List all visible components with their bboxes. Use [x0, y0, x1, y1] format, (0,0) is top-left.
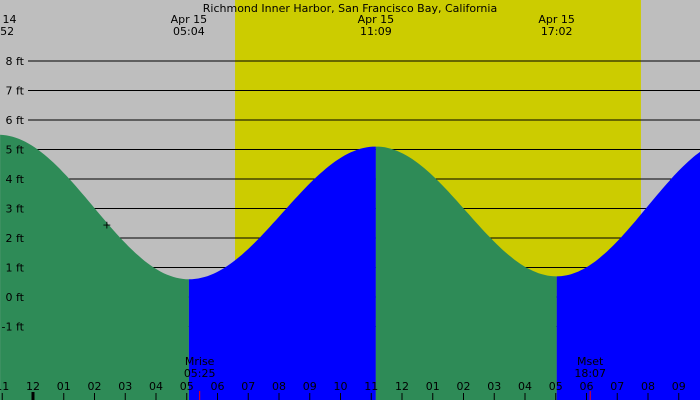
extreme-time: 11:09	[360, 25, 392, 38]
hour-tick-label: 08	[641, 380, 655, 393]
y-tick-label: 1 ft	[6, 262, 25, 275]
extreme-time: 17:02	[541, 25, 573, 38]
hour-tick-label: 05	[549, 380, 563, 393]
moon-event-time: 18:07	[574, 367, 606, 380]
hour-tick-label: 07	[241, 380, 255, 393]
y-tick-label: 2 ft	[6, 232, 25, 245]
hour-tick-label: 02	[88, 380, 102, 393]
hour-tick-label: 09	[303, 380, 317, 393]
hour-tick-label: 04	[518, 380, 532, 393]
y-tick-label: 5 ft	[6, 144, 25, 157]
hour-tick-label: 03	[118, 380, 132, 393]
extreme-date: Apr 14	[0, 13, 17, 26]
hour-tick-label: 12	[26, 380, 40, 393]
y-tick-label: 3 ft	[6, 203, 25, 216]
falling-tide-area	[0, 134, 189, 400]
extreme-date: Apr 15	[538, 13, 575, 26]
hour-tick-label: 09	[672, 380, 686, 393]
hour-tick-label: 06	[580, 380, 594, 393]
hour-tick-label: 07	[610, 380, 624, 393]
y-tick-label: 7 ft	[6, 85, 25, 98]
extreme-date: Apr 15	[171, 13, 208, 26]
moon-event-label: Mrise	[185, 355, 215, 368]
extreme-date: Apr 15	[358, 13, 395, 26]
hour-tick-label: 10	[334, 380, 348, 393]
y-tick-label: 4 ft	[6, 173, 25, 186]
rising-tide-area	[188, 146, 376, 400]
hour-tick-label: 11	[364, 380, 378, 393]
chart-title: Richmond Inner Harbor, San Francisco Bay…	[203, 2, 497, 15]
falling-tide-area	[375, 146, 557, 400]
rising-tide-area	[556, 151, 700, 400]
moon-event-label: Mset	[577, 355, 604, 368]
y-tick-label: 8 ft	[6, 55, 25, 68]
hour-tick-label: 03	[487, 380, 501, 393]
hour-tick-label: 01	[57, 380, 71, 393]
hour-tick-label: 02	[457, 380, 471, 393]
hour-tick-label: 04	[149, 380, 163, 393]
moon-event-time: 05:25	[184, 367, 216, 380]
hour-tick-label: 12	[395, 380, 409, 393]
y-tick-label: -1 ft	[2, 321, 25, 334]
y-tick-label: 6 ft	[6, 114, 25, 127]
y-tick-label: 0 ft	[6, 291, 25, 304]
extreme-time: 05:04	[173, 25, 205, 38]
hour-tick-label: 06	[211, 380, 225, 393]
extreme-time: 22:52	[0, 25, 14, 38]
hour-tick-label: 11	[0, 380, 9, 393]
hour-tick-label: 05	[180, 380, 194, 393]
current-time-marker: +	[102, 218, 111, 231]
hour-tick-label: 08	[272, 380, 286, 393]
hour-tick-label: 01	[426, 380, 440, 393]
